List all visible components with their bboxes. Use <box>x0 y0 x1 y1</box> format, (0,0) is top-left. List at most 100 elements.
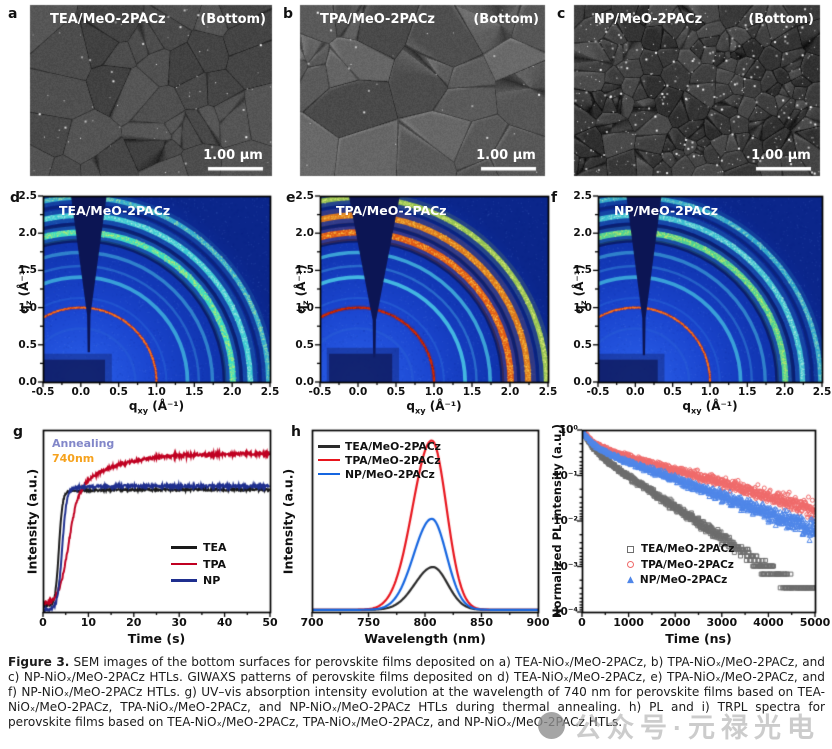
tick-label: 2.0 <box>775 386 794 398</box>
legend-item: TEA/MeO-2PACz <box>627 543 734 555</box>
tick-label: -0.5 <box>308 386 332 398</box>
tick-label: 2.0 <box>18 227 37 240</box>
legend-item: TPA/MeO-2PACz <box>318 454 441 467</box>
giwaxs-title: TEA/MeO-2PACz <box>59 203 171 218</box>
legend-item: NP/MeO-2PACz <box>318 468 435 481</box>
tick-label: 3000 <box>706 616 738 629</box>
legend-line <box>171 546 197 549</box>
giwaxs-title: NP/MeO-2PACz <box>614 203 718 218</box>
tick-label: 0.5 <box>663 386 682 398</box>
legend-item: TEA/MeO-2PACz <box>318 440 441 453</box>
legend-line <box>171 579 197 582</box>
x-axis-title: qxy (Å⁻¹) <box>128 399 185 416</box>
tick-label: 0.0 <box>71 386 91 398</box>
tick-label: 1.0 <box>573 301 592 314</box>
tick-label: 0.5 <box>573 338 592 351</box>
sem-corner-label: (Bottom) <box>200 12 266 27</box>
panel-letter: d <box>10 190 21 206</box>
y-axis-title: Normalized PL intensity (a.u.) <box>550 424 564 618</box>
legend-marker-square-icon <box>627 545 634 553</box>
panel-letter: h <box>291 424 301 440</box>
tick-label: 10⁻¹ <box>553 469 578 482</box>
tick-label: 2.5 <box>295 190 314 202</box>
tick-label: 2.0 <box>222 386 242 398</box>
caption-body: SEM images of the bottom surfaces for pe… <box>8 655 825 729</box>
legend-item: TPA/MeO-2PACz <box>627 559 734 571</box>
tick-label: 800 <box>413 616 437 629</box>
legend-item: ▲ NP/MeO-2PACz <box>627 574 727 586</box>
legend-label: TPA/MeO-2PACz <box>641 558 734 571</box>
legend-label: TEA <box>203 541 227 554</box>
legend-label: TPA/MeO-2PACz <box>345 453 441 467</box>
y-axis-title: qz (Å⁻¹) <box>571 264 589 314</box>
giwaxs-title: TPA/MeO-2PACz <box>336 203 447 218</box>
tick-label: 0.5 <box>386 386 406 398</box>
legend-label: NP <box>203 574 221 587</box>
legend-label: NP/MeO-2PACz <box>639 574 728 586</box>
y-axis-title: Intensity (a.u.) <box>280 468 296 575</box>
tick-label: 20 <box>126 616 142 629</box>
panel-letter: e <box>286 190 296 206</box>
tick-label: 10⁰ <box>558 424 578 436</box>
plot-annotation: 740nm <box>52 452 95 465</box>
scalebar-label: 1.00 μm <box>751 148 811 163</box>
tick-label: 10⁻⁴ <box>553 606 578 618</box>
legend-label: TEA/MeO-2PACz <box>641 543 735 555</box>
legend-line <box>318 459 340 462</box>
tick-label: 0.0 <box>626 386 645 398</box>
legend-item: TEA <box>171 541 227 554</box>
tick-label: 2.0 <box>500 386 520 398</box>
x-axis-title: Wavelength (nm) <box>364 631 486 646</box>
tick-label: 1000 <box>613 616 644 629</box>
legend-line <box>171 562 197 566</box>
caption-label: Figure 3. <box>8 655 70 669</box>
tick-label: 1.5 <box>738 386 757 398</box>
tick-label: -0.5 <box>31 386 55 398</box>
tick-label: 0.0 <box>573 376 592 388</box>
y-axis-title: qz (Å⁻¹) <box>16 264 34 314</box>
tick-label: 5000 <box>799 616 831 629</box>
tick-label: 10⁻² <box>553 515 578 527</box>
tick-label: 900 <box>526 616 550 629</box>
tick-label: 1.0 <box>147 386 166 398</box>
tick-label: 0.5 <box>295 338 314 351</box>
sem-title: TPA/MeO-2PACz <box>320 12 436 27</box>
tick-label: -0.5 <box>586 386 610 398</box>
tick-label: 1.5 <box>18 264 37 277</box>
figure-caption: Figure 3. SEM images of the bottom surfa… <box>8 655 825 730</box>
tick-label: 2.5 <box>573 190 592 202</box>
tick-label: 1.5 <box>295 264 314 277</box>
legend-marker-triangle-icon: ▲ <box>627 574 634 585</box>
tick-label: 1.5 <box>573 264 592 277</box>
x-axis-title: qxy (Å⁻¹) <box>406 399 462 416</box>
tick-label: 2.5 <box>812 386 832 398</box>
tick-label: 50 <box>262 616 278 629</box>
tick-label: 1.5 <box>185 386 204 398</box>
sem-corner-label: (Bottom) <box>473 12 539 27</box>
tick-label: 0.0 <box>18 376 37 388</box>
legend-item: TPA <box>171 558 226 571</box>
tick-label: 750 <box>357 616 380 629</box>
tick-label: 0.0 <box>295 376 314 388</box>
tick-label: 2.0 <box>573 227 592 240</box>
legend-item: NP <box>171 574 220 587</box>
tick-label: 0 <box>39 616 47 629</box>
y-axis-title: Intensity (a.u.) <box>24 468 40 575</box>
legend-label: TPA <box>203 557 227 571</box>
sem-title: TEA/MeO-2PACz <box>50 12 166 27</box>
tick-label: 700 <box>300 616 324 629</box>
sem-title: NP/MeO-2PACz <box>594 12 703 27</box>
tick-label: 30 <box>171 616 187 629</box>
tick-label: 2000 <box>659 616 691 629</box>
legend-marker-circle-icon <box>627 561 634 568</box>
tick-label: 1.0 <box>295 301 314 314</box>
x-axis-title: Time (ns) <box>665 631 732 646</box>
tick-label: 0.0 <box>348 386 368 398</box>
tick-label: 1.0 <box>700 386 720 398</box>
tick-label: 1.0 <box>18 301 37 314</box>
panel-letter: i <box>561 424 566 440</box>
panel-letter: c <box>557 6 566 22</box>
legend-line <box>318 445 340 448</box>
tick-label: 0.5 <box>109 386 128 398</box>
